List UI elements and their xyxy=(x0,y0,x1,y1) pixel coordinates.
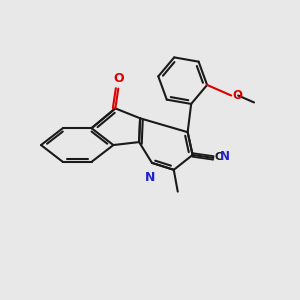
Text: O: O xyxy=(113,72,124,85)
Text: N: N xyxy=(145,171,155,184)
Text: N: N xyxy=(220,150,230,164)
Text: C: C xyxy=(214,152,223,162)
Text: O: O xyxy=(232,89,242,102)
